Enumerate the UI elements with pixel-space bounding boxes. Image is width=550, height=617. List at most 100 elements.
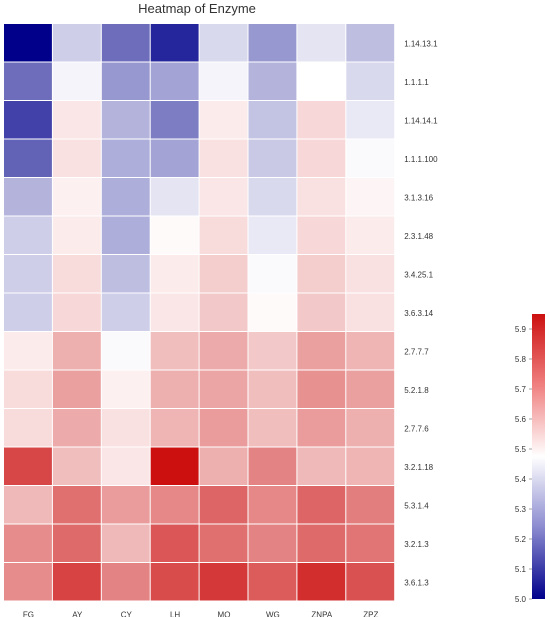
heatmap-cell xyxy=(4,178,52,216)
column-label: LH xyxy=(170,611,180,617)
colorbar-tick-label: 5.8 xyxy=(515,355,527,364)
heatmap-cell xyxy=(150,370,199,408)
row-label: 3.2.1.18 xyxy=(404,463,433,472)
heatmap-cell xyxy=(297,216,346,254)
heatmap-cell xyxy=(101,447,150,485)
row-label: 3.1.3.16 xyxy=(404,193,433,202)
heatmap-cell xyxy=(297,486,346,524)
heatmap-cell xyxy=(150,524,199,562)
column-labels: FG AY CY LH MQ WG ZNPA ZPZ xyxy=(23,611,379,617)
heatmap-cell xyxy=(199,139,248,177)
column-label: ZNPA xyxy=(311,611,332,617)
heatmap-cell xyxy=(346,24,395,62)
heatmap-cell xyxy=(150,447,199,485)
heatmap-cell xyxy=(297,563,346,601)
heatmap-cell xyxy=(52,24,101,62)
heatmap-cell xyxy=(52,216,101,254)
heatmap-cell xyxy=(150,255,199,293)
heatmap-cell xyxy=(297,332,346,370)
heatmap-cell xyxy=(4,101,52,139)
heatmap-cell xyxy=(346,293,395,331)
column-label: MQ xyxy=(218,611,231,617)
column-label: AY xyxy=(72,611,83,617)
heatmap-cell xyxy=(101,178,150,216)
heatmap-cell xyxy=(150,486,199,524)
heatmap-cell xyxy=(248,524,297,562)
column-label: ZPZ xyxy=(363,611,378,617)
row-label: 5.3.1.4 xyxy=(404,501,429,510)
heatmap-cell xyxy=(52,62,101,100)
column-label: CY xyxy=(121,611,133,617)
heatmap-cell xyxy=(4,255,52,293)
heatmap-cell xyxy=(199,293,248,331)
heatmap-cell xyxy=(346,409,395,447)
heatmap-cell xyxy=(297,524,346,562)
heatmap-cell xyxy=(248,24,297,62)
heatmap-cell xyxy=(346,524,395,562)
heatmap-cell xyxy=(101,409,150,447)
heatmap-cell xyxy=(199,332,248,370)
heatmap-cell xyxy=(297,447,346,485)
heatmap-cell xyxy=(150,332,199,370)
heatmap-cell xyxy=(199,524,248,562)
heatmap-cell xyxy=(150,293,199,331)
heatmap-cell xyxy=(101,332,150,370)
heatmap-cell xyxy=(346,255,395,293)
heatmap-cell xyxy=(199,409,248,447)
colorbar xyxy=(532,314,545,599)
heatmap-cell xyxy=(248,255,297,293)
heatmap-cell xyxy=(101,563,150,601)
heatmap-cell xyxy=(4,563,52,601)
heatmap-cell xyxy=(150,216,199,254)
row-label: 2.7.7.7 xyxy=(404,347,429,356)
heatmap-cell xyxy=(199,216,248,254)
heatmap-cell xyxy=(4,24,52,62)
heatmap-cell xyxy=(150,62,199,100)
chart-title: Heatmap of Enzyme xyxy=(138,1,256,16)
heatmap-cell xyxy=(4,139,52,177)
heatmap-cell xyxy=(150,139,199,177)
column-label: FG xyxy=(23,611,34,617)
heatmap-cell xyxy=(101,370,150,408)
heatmap-cell xyxy=(199,447,248,485)
heatmap-cell xyxy=(4,332,52,370)
column-label: WG xyxy=(266,611,280,617)
heatmap-cell xyxy=(248,139,297,177)
heatmap-cell xyxy=(4,409,52,447)
heatmap-cell xyxy=(101,255,150,293)
heatmap-cell xyxy=(346,370,395,408)
heatmap-cell xyxy=(346,178,395,216)
heatmap-cell xyxy=(199,486,248,524)
heatmap-cell xyxy=(101,62,150,100)
heatmap-cell xyxy=(150,409,199,447)
heatmap-cell xyxy=(150,563,199,601)
heatmap-cell xyxy=(101,486,150,524)
heatmap-cell xyxy=(4,216,52,254)
heatmap-cell xyxy=(297,101,346,139)
heatmap-cell xyxy=(52,370,101,408)
row-label: 2.7.7.6 xyxy=(404,424,429,433)
heatmap-cell xyxy=(4,524,52,562)
heatmap-cell xyxy=(199,563,248,601)
heatmap-cell xyxy=(297,370,346,408)
heatmap-cell xyxy=(199,24,248,62)
heatmap-cell xyxy=(52,409,101,447)
heatmap-cell xyxy=(4,62,52,100)
colorbar-ticks: 5.0 5.1 5.2 5.3 5.4 5.5 5.6 5.7 5.8 5.9 xyxy=(515,325,532,604)
heatmap-cell xyxy=(297,139,346,177)
heatmap-cell xyxy=(52,524,101,562)
heatmap-cell xyxy=(346,139,395,177)
heatmap-cell xyxy=(248,370,297,408)
heatmap-cell xyxy=(248,101,297,139)
row-label: 1.1.1.100 xyxy=(404,155,438,164)
heatmap-cell xyxy=(150,178,199,216)
heatmap-cell xyxy=(52,139,101,177)
heatmap-cell xyxy=(52,447,101,485)
heatmap-cell xyxy=(4,447,52,485)
heatmap-cell xyxy=(150,101,199,139)
heatmap-cell xyxy=(52,101,101,139)
heatmap-cell xyxy=(199,370,248,408)
heatmap-cell xyxy=(4,486,52,524)
heatmap-cell xyxy=(101,139,150,177)
